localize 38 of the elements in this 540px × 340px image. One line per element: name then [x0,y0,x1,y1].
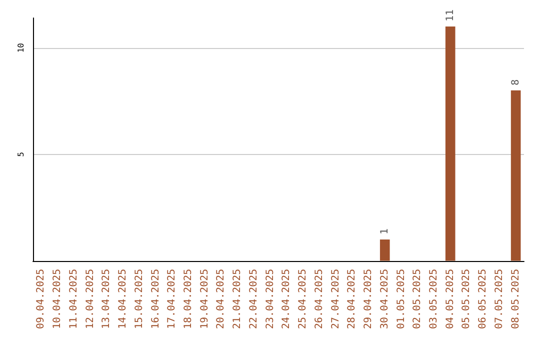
x-tick-label: 02.05.2025 [412,268,424,330]
x-tick-label: 27.04.2025 [330,268,342,330]
x-tick-label: 05.05.2025 [461,268,472,330]
x-tick-label: 29.04.2025 [363,268,374,330]
y-tick-label: 10 [16,42,26,53]
data-label: 1 [379,228,390,234]
x-tick-label: 09.04.2025 [36,268,47,330]
x-tick-label: 26.04.2025 [314,268,325,330]
x-tick-label: 23.04.2025 [264,268,276,330]
x-tick-label: 15.04.2025 [134,268,145,330]
x-tick-label: 19.04.2025 [199,268,210,330]
x-tick-label: 14.04.2025 [118,268,129,330]
x-tick-label: 16.04.2025 [150,268,162,330]
data-label: 8 [510,79,522,86]
bar [510,90,521,261]
data-label: 11 [444,9,456,22]
x-tick-label: 13.04.2025 [101,268,112,330]
bar [445,26,456,261]
x-tick-label: 12.04.2025 [84,268,96,330]
x-tick-label: 25.04.2025 [298,268,309,330]
x-tick-label: 30.04.2025 [379,268,390,330]
x-tick-label: 18.04.2025 [182,268,194,330]
x-tick-label: 11.04.2025 [68,268,80,330]
x-tick-label: 28.04.2025 [346,268,358,330]
x-tick-label: 21.04.2025 [232,268,244,330]
x-tick-label: 17.04.2025 [166,268,178,330]
x-tick-label: 04.05.2025 [444,268,456,330]
x-tick-label: 03.05.2025 [428,268,440,330]
x-tick-label: 10.04.2025 [52,268,64,330]
x-tick-label: 06.05.2025 [478,268,489,330]
x-tick-label: 07.05.2025 [494,268,505,330]
x-tick-label: 22.04.2025 [248,268,260,330]
x-tick-label: 20.04.2025 [216,268,227,330]
y-tick-label: 5 [16,152,26,157]
x-tick-label: 01.05.2025 [396,268,407,330]
x-tick-label: 08.05.2025 [510,268,522,330]
bar [380,239,390,261]
x-tick-label: 24.04.2025 [281,268,292,330]
